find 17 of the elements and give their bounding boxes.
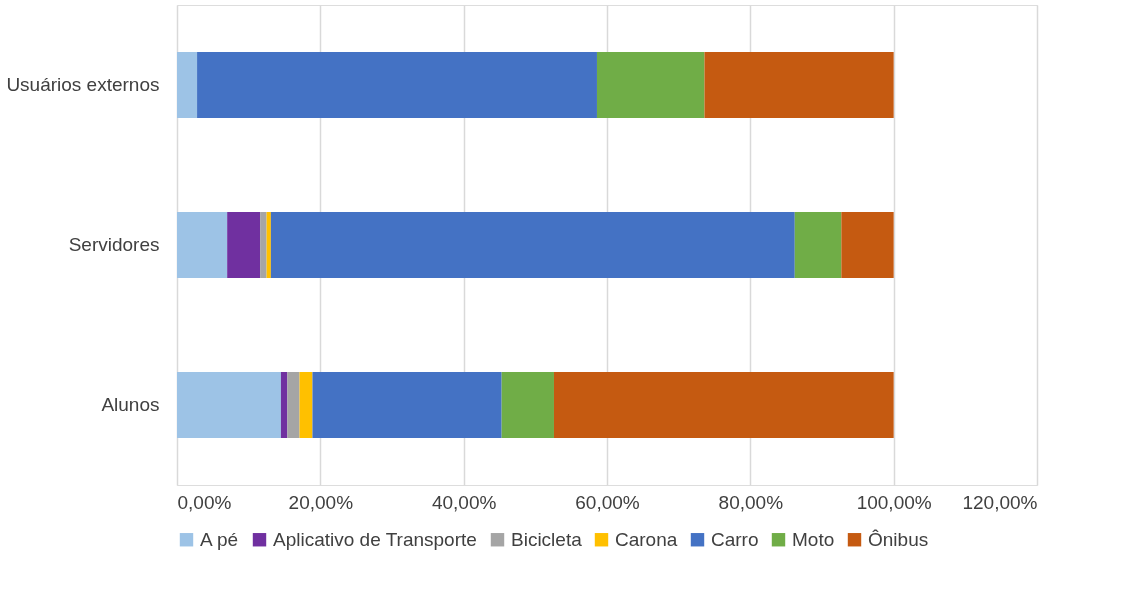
legend-label: Bicicleta [511,528,583,550]
x-tick-label: 0,00% [177,491,232,513]
x-tick-label: 80,00% [718,491,784,513]
legend-label: A pé [200,528,239,550]
x-tick-label: 20,00% [288,491,354,513]
x-tick-label: 120,00% [962,491,1038,513]
y-tick-label: Servidores [68,234,160,255]
legend-label: Carro [711,528,759,550]
legend-label: Aplicativo de Transporte [273,528,477,550]
x-tick-label: 40,00% [431,491,497,513]
y-tick-label: Alunos [101,394,160,415]
legend-label: Ônibus [868,528,929,550]
x-tick-label: 60,00% [575,491,640,513]
legend-label: Carona [615,528,678,550]
legend-label: Moto [792,528,835,550]
x-tick-label: 100,00% [856,491,932,513]
y-tick-label: Usuários externos [6,74,160,95]
